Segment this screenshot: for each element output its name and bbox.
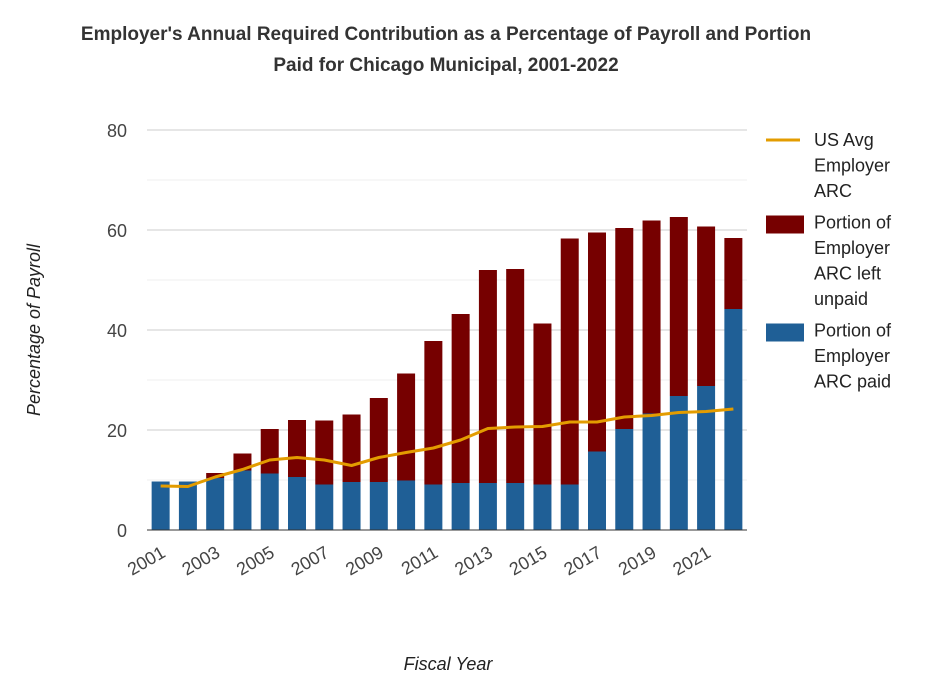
legend-swatch [766,323,804,342]
legend-swatch [766,215,804,234]
bar-paid-2011 [424,484,443,530]
bar-unpaid-2012 [451,314,470,483]
bar-paid-2002 [178,481,197,530]
legend-label: Employer [814,156,890,176]
bar-unpaid-2019 [642,220,661,414]
x-tick-label: 2009 [342,542,387,579]
bar-paid-2004 [233,470,252,530]
legend-label: Portion of [814,321,892,341]
x-tick-label: 2003 [179,542,224,579]
legend-label: unpaid [814,289,868,309]
bar-unpaid-2020 [669,217,688,396]
legend-label: Portion of [814,213,892,233]
x-tick-label: 2007 [288,542,333,579]
bar-unpaid-2017 [588,232,606,452]
x-tick-label: 2005 [233,542,278,579]
x-tick-label: 2013 [451,542,496,579]
bar-unpaid-2007 [315,420,334,485]
bar-unpaid-2014 [506,269,525,483]
bar-paid-2022 [724,309,743,530]
bar-unpaid-2006 [288,420,306,477]
chart-subtitle: Paid for Chicago Municipal, 2001-2022 [273,55,619,76]
legend-label: Employer [814,346,890,366]
bar-paid-2001 [151,481,170,530]
bar-paid-2007 [315,484,334,530]
legend: US Avg Employer ARC Portion of Employer ARC l… [766,130,892,392]
bar-unpaid-2008 [342,414,361,482]
bar-paid-2008 [342,482,361,530]
legend-item-2: Portion of Employer ARC paid [766,321,892,392]
legend-item-0: US Avg Employer ARC [766,130,890,201]
bar-paid-2013 [478,483,497,530]
legend-label: US Avg [814,130,874,150]
bar-unpaid-2011 [424,341,443,485]
bar-paid-2012 [451,483,470,530]
legend-label: ARC [814,181,852,201]
bar-unpaid-2018 [615,228,634,429]
bar-paid-2010 [397,480,416,530]
legend-label: Employer [814,238,890,258]
legend-label: ARC paid [814,372,891,392]
bar-paid-2005 [260,473,279,530]
axes: 0 20 40 60 80 2001 2003 2005 2007 2009 2011 2013 201… [107,121,747,579]
x-axis-title: Fiscal Year [404,654,494,674]
y-axis-title: Percentage of Payroll [24,243,44,416]
y-tick-label: 60 [107,221,127,241]
legend-item-1: Portion of Employer ARC left unpaid [766,213,892,309]
y-tick-label: 40 [107,321,127,341]
bar-paid-2017 [588,451,606,530]
line-series [160,407,734,488]
x-tick-label: 2017 [560,542,605,579]
bar-paid-2014 [506,483,525,530]
x-tick-label: 2021 [669,542,714,579]
bar-paid-2021 [697,386,716,530]
x-tick-label: 2011 [398,542,442,579]
y-tick-label: 20 [107,421,127,441]
bar-paid-2019 [642,413,661,530]
y-tick-label: 0 [117,521,127,541]
legend-label: ARC left [814,264,881,284]
bar-paid-2009 [369,482,388,530]
bar-paid-2006 [288,477,306,530]
chart-title: Employer's Annual Required Contribution … [80,24,812,45]
bar-paid-2020 [669,396,688,530]
bar-paid-2016 [560,484,579,530]
bar-unpaid-2009 [369,398,388,482]
bars [151,217,743,530]
x-tick-label: 2015 [506,542,551,579]
us-avg-line [160,407,734,488]
bar-paid-2018 [615,429,634,530]
bar-paid-2015 [533,484,552,530]
bar-unpaid-2005 [260,429,279,474]
x-tick-label: 2001 [124,542,169,579]
bar-unpaid-2010 [397,373,416,481]
bar-unpaid-2016 [560,238,579,485]
x-tick-label: 2019 [615,542,660,579]
bar-unpaid-2004 [233,453,252,471]
bar-unpaid-2013 [478,270,497,483]
bar-unpaid-2021 [697,226,716,386]
y-tick-label: 80 [107,121,127,141]
bar-paid-2003 [206,478,225,530]
bar-unpaid-2015 [533,323,552,485]
bar-unpaid-2022 [724,238,743,309]
